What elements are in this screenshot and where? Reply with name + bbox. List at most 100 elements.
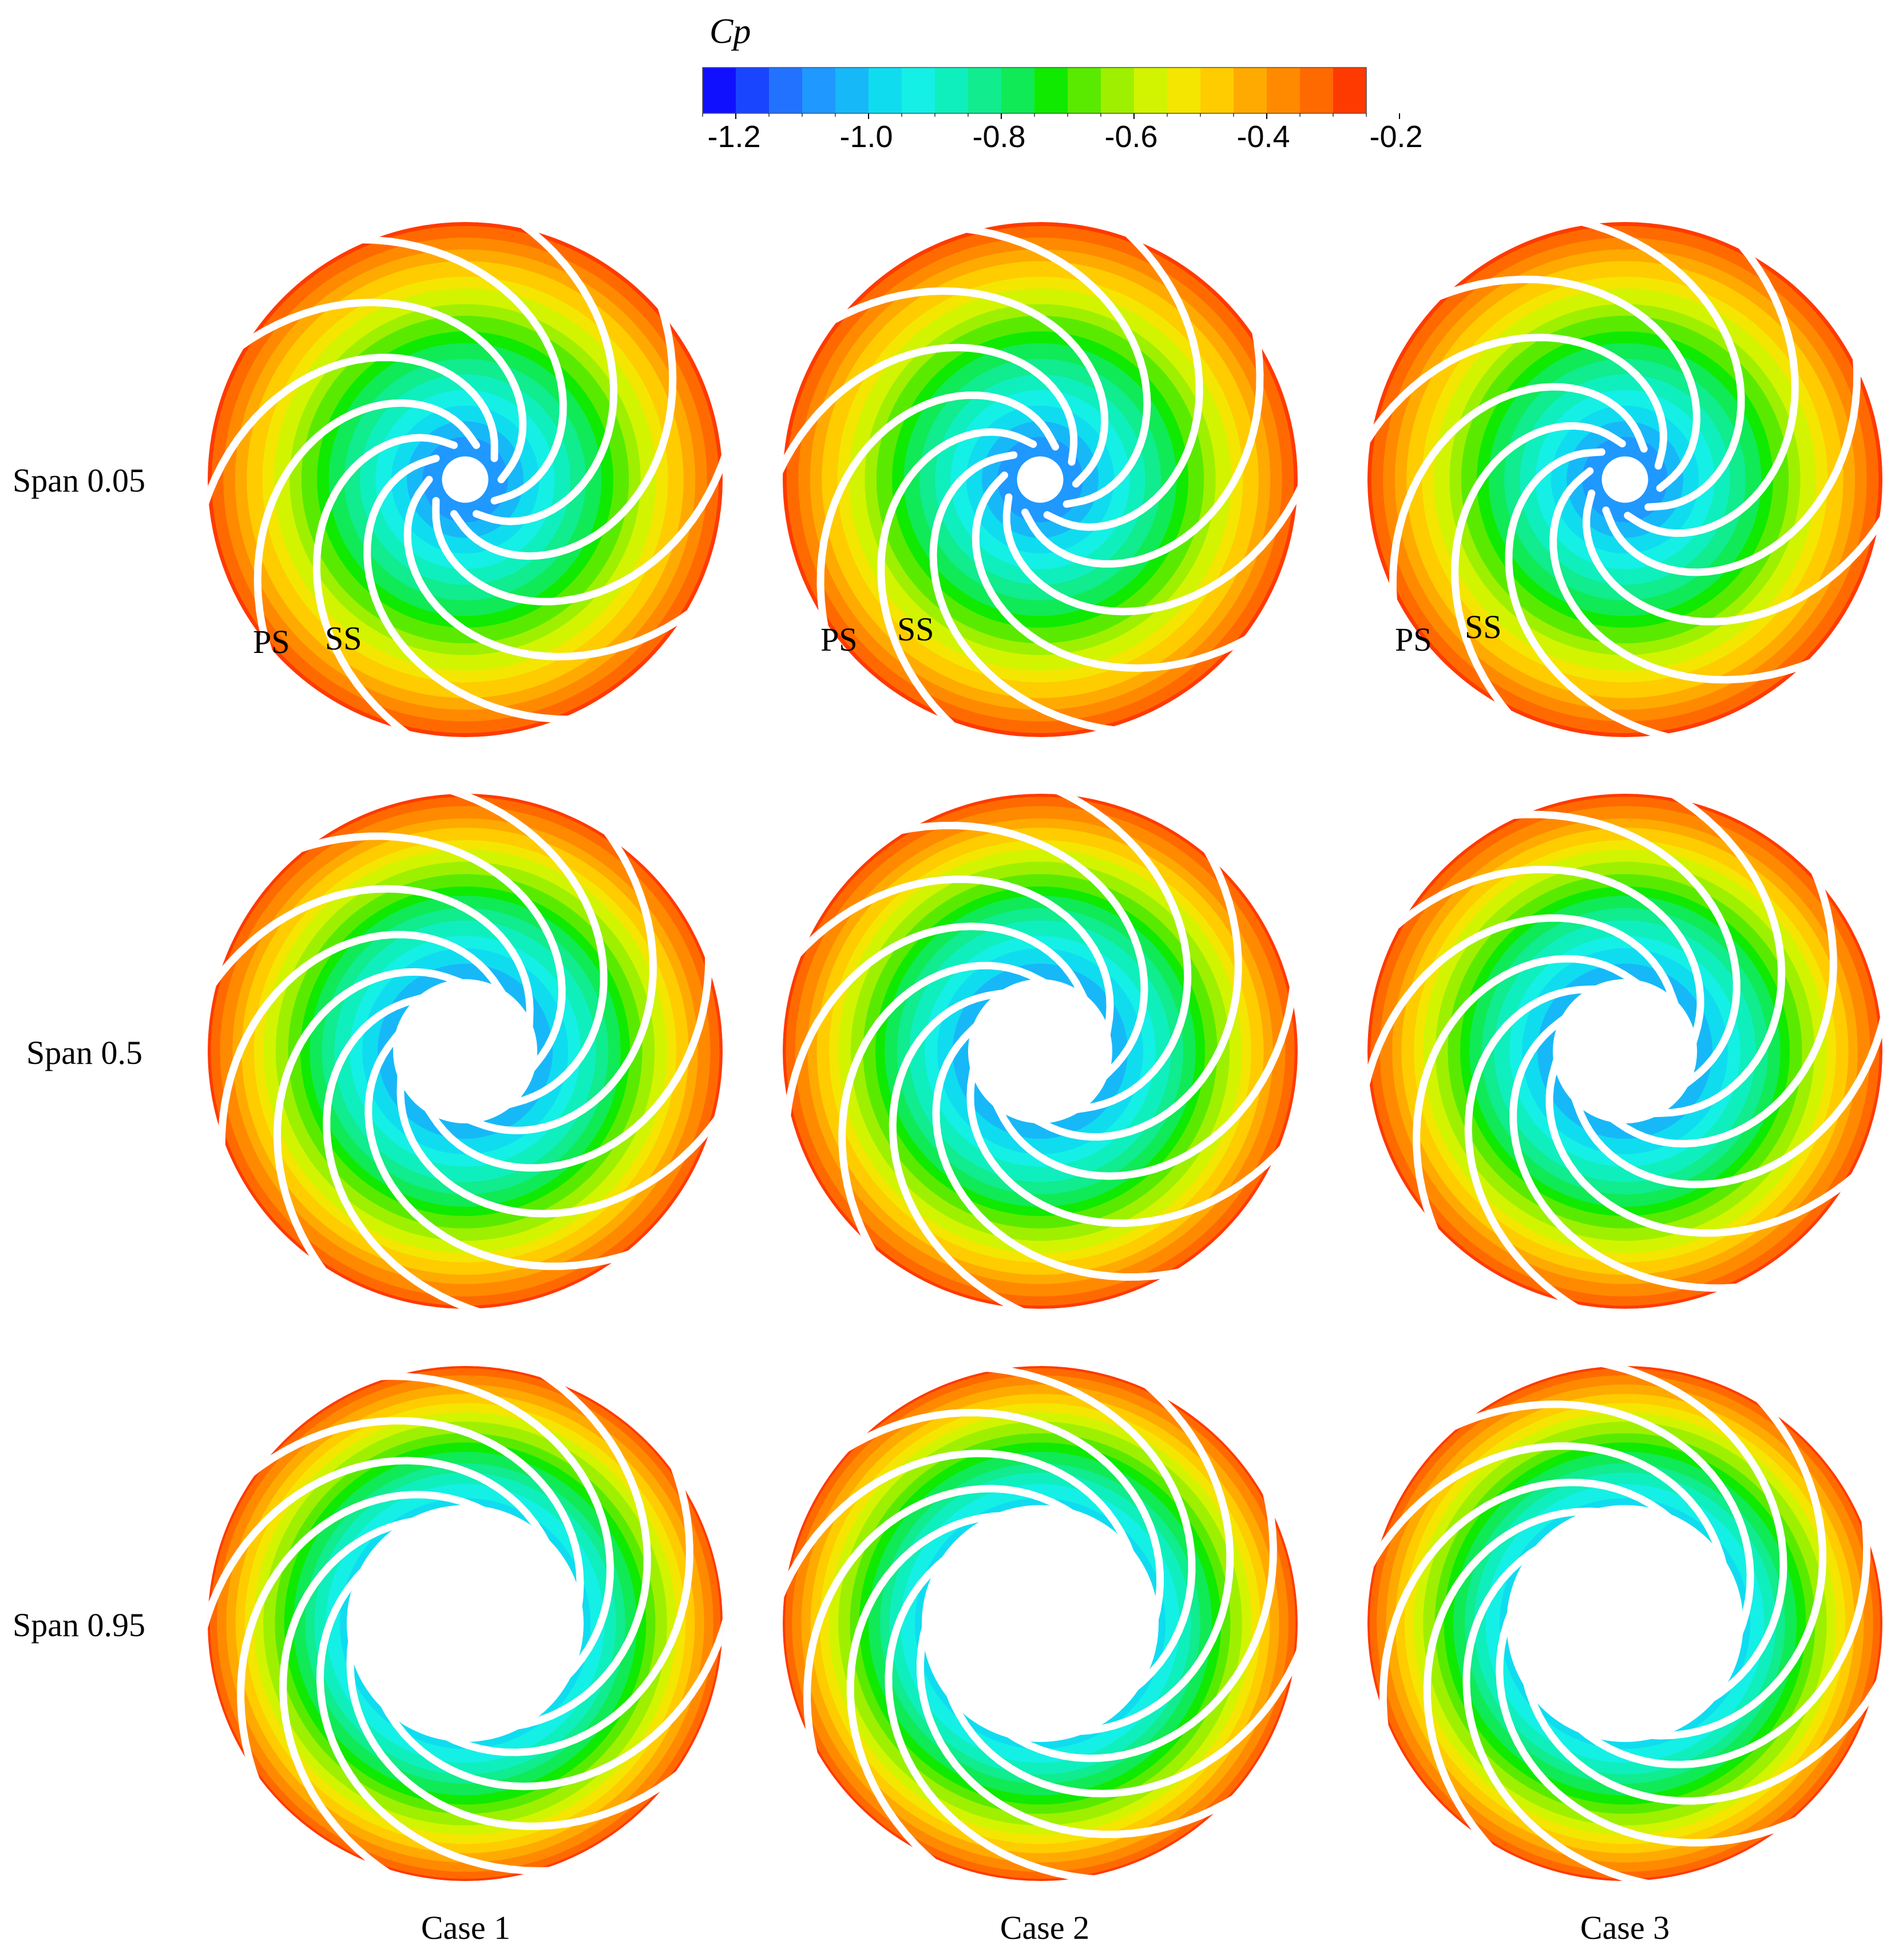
blade bbox=[1367, 1442, 1732, 1594]
blade bbox=[323, 992, 487, 1309]
blade bbox=[1549, 467, 1819, 684]
blade bbox=[1043, 227, 1203, 531]
blade bbox=[783, 922, 1091, 1123]
blade bbox=[877, 428, 1037, 732]
blade bbox=[208, 885, 534, 1037]
column-label-case-2: Case 2 bbox=[1000, 1909, 1090, 1946]
colorbar-swatch bbox=[1034, 68, 1068, 113]
blade bbox=[984, 1484, 1277, 1763]
colorbar-swatch bbox=[1167, 68, 1201, 113]
blade bbox=[450, 300, 677, 560]
impeller-contour bbox=[783, 794, 1298, 1309]
colorbar-swatch bbox=[1234, 68, 1267, 113]
blade bbox=[372, 1372, 614, 1698]
blade bbox=[916, 1599, 1242, 1839]
colorbar-tick-label: -0.8 bbox=[972, 120, 1026, 154]
row-label-span-0.95: Span 0.95 bbox=[13, 1606, 145, 1644]
blade bbox=[1389, 865, 1704, 1053]
blade bbox=[354, 236, 567, 505]
colorbar-swatch bbox=[769, 68, 803, 113]
blade bbox=[1545, 1050, 1861, 1237]
blade bbox=[1569, 1010, 1882, 1189]
hub-hole bbox=[1553, 979, 1697, 1123]
colorbar-swatch bbox=[1300, 68, 1334, 113]
blade bbox=[816, 391, 1059, 635]
hub-hole bbox=[393, 979, 537, 1123]
blade bbox=[1367, 914, 1681, 1092]
ps-label: PS bbox=[1395, 621, 1432, 658]
impeller-contour bbox=[783, 222, 1298, 737]
blade bbox=[838, 961, 1054, 1260]
blade bbox=[312, 434, 458, 737]
colorbar-swatch bbox=[968, 68, 1002, 113]
colorbar-swatch bbox=[902, 68, 935, 113]
blade bbox=[1624, 239, 1799, 537]
colorbar-swatch bbox=[1101, 68, 1135, 113]
impeller-contour bbox=[1367, 222, 1882, 737]
blade bbox=[459, 825, 657, 1135]
blade bbox=[1367, 334, 1667, 470]
blade bbox=[977, 1366, 1196, 1707]
blade bbox=[1583, 489, 1882, 625]
ss-label: SS bbox=[325, 620, 362, 657]
blade bbox=[966, 1058, 1290, 1228]
blade bbox=[364, 1024, 638, 1270]
blade bbox=[253, 399, 480, 659]
blade bbox=[1509, 1011, 1745, 1292]
colorbar-swatch bbox=[736, 68, 770, 113]
blade bbox=[1505, 810, 1741, 1092]
row-label-span-0.05: Span 0.05 bbox=[13, 462, 145, 499]
blade bbox=[1574, 222, 1745, 511]
blade bbox=[1644, 794, 1786, 1118]
blade bbox=[929, 451, 1121, 735]
blade bbox=[403, 476, 696, 661]
colorbar-swatch bbox=[835, 68, 869, 113]
colorbar-title: Cp bbox=[709, 12, 751, 51]
blade bbox=[1379, 1478, 1693, 1735]
blade bbox=[1621, 1392, 1827, 1740]
colorbar-swatch bbox=[935, 68, 969, 113]
blade bbox=[932, 1017, 1187, 1281]
column-label-case-3: Case 3 bbox=[1580, 1909, 1670, 1946]
blade bbox=[208, 354, 498, 511]
blade bbox=[1464, 985, 1606, 1309]
blade bbox=[1603, 864, 1837, 1148]
blade bbox=[1431, 275, 1700, 492]
blade bbox=[273, 968, 471, 1278]
blade bbox=[217, 930, 510, 1153]
hub-hole bbox=[1017, 456, 1064, 503]
blade bbox=[1423, 1507, 1628, 1855]
blade bbox=[783, 1450, 1143, 1605]
blade bbox=[1462, 1531, 1657, 1881]
impeller-contour bbox=[1367, 794, 1882, 1309]
blade bbox=[1517, 1653, 1882, 1805]
blade bbox=[937, 1642, 1298, 1797]
blade bbox=[363, 454, 576, 723]
hub-hole bbox=[347, 1505, 584, 1742]
hub-hole bbox=[1601, 456, 1648, 503]
colorbar-swatch bbox=[703, 68, 736, 113]
hub-hole bbox=[1506, 1505, 1743, 1742]
blade bbox=[292, 832, 566, 1078]
blade bbox=[234, 298, 527, 484]
colorbar-swatch bbox=[1134, 68, 1168, 113]
ps-label: PS bbox=[820, 621, 858, 658]
ps-label: PS bbox=[253, 623, 290, 660]
blade bbox=[316, 1549, 558, 1875]
blade bbox=[473, 222, 618, 525]
blade bbox=[1505, 448, 1676, 737]
impeller-contour bbox=[208, 222, 723, 737]
blade bbox=[420, 1458, 693, 1756]
blade bbox=[1496, 1586, 1805, 1847]
blade bbox=[443, 794, 608, 1110]
colorbar-swatch bbox=[1001, 68, 1035, 113]
colorbar-swatch bbox=[1333, 68, 1367, 113]
blade bbox=[487, 1367, 651, 1733]
blade bbox=[959, 224, 1151, 508]
blade bbox=[1021, 324, 1264, 568]
blade bbox=[972, 472, 1254, 672]
colorbar-swatch bbox=[1267, 68, 1301, 113]
blade bbox=[1026, 843, 1242, 1141]
hub-hole bbox=[922, 1505, 1159, 1742]
